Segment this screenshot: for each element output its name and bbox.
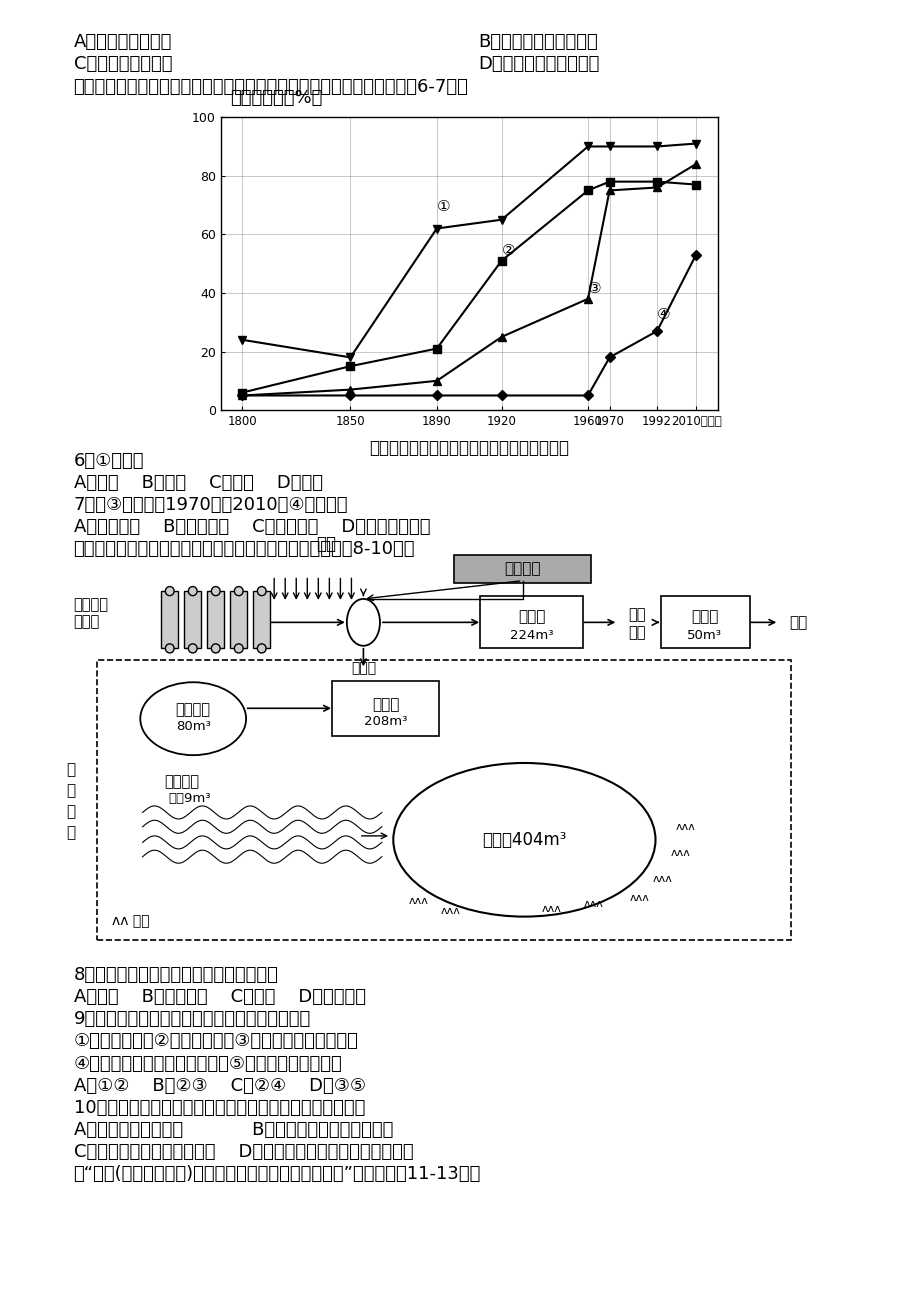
FancyBboxPatch shape [332,681,438,736]
FancyBboxPatch shape [253,591,270,648]
Ellipse shape [211,586,220,596]
Text: ④: ④ [656,307,670,322]
Text: 208m³: 208m³ [363,715,407,728]
Text: 清水池: 清水池 [690,609,718,625]
Text: A．改善了城市环境: A．改善了城市环境 [74,33,172,51]
Text: 区域雨水: 区域雨水 [74,596,108,612]
FancyBboxPatch shape [480,596,583,648]
Ellipse shape [188,586,197,596]
Text: 人工景观: 人工景观 [164,773,199,789]
Text: 读“北美(美国和加拿大)小麦和玉米主要产区分布示意图”，完成下面11-13题。: 读“北美(美国和加拿大)小麦和玉米主要产区分布示意图”，完成下面11-13题。 [74,1165,481,1184]
Ellipse shape [234,586,243,596]
Text: ①: ① [437,199,450,214]
Text: ②: ② [501,242,515,258]
Text: ʌʌʌ: ʌʌʌ [629,893,649,904]
Text: 沉淀池: 沉淀池 [371,697,399,712]
Text: 降雨: 降雨 [316,535,336,553]
Text: ①增强热岛效应②减轻城市内涝③有效控制雨水径流污染: ①增强热岛效应②减轻城市内涝③有效控制雨水径流污染 [74,1032,358,1051]
Text: 分流井: 分流井 [350,661,376,676]
Text: 10．该系统未能在我国吐鲁番市得到普及使用的主要原因是: 10．该系统未能在我国吐鲁番市得到普及使用的主要原因是 [74,1099,365,1117]
Text: ʌʌʌ: ʌʌʌ [670,848,690,858]
FancyBboxPatch shape [96,660,790,940]
Text: 回用: 回用 [789,615,807,630]
Ellipse shape [188,643,197,654]
FancyBboxPatch shape [184,591,201,648]
Ellipse shape [165,586,174,596]
Text: ʌʌ 植被: ʌʌ 植被 [112,914,150,928]
Text: 50m³: 50m³ [686,629,721,642]
Text: ③: ③ [587,281,601,296]
Text: A．投资大，成本过高            B．雨水污染严重，无法利用: A．投资大，成本过高 B．雨水污染严重，无法利用 [74,1121,392,1139]
Text: ʌʌʌ: ʌʌʌ [583,898,603,909]
Text: 7．与③国相比，1970年～2010年④国城市化: 7．与③国相比，1970年～2010年④国城市化 [74,496,347,514]
Text: 8．该收集系统影响最明显的水循环环节是: 8．该收集系统影响最明显的水循环环节是 [74,966,278,984]
Text: C．分担了城市职能: C．分担了城市职能 [74,55,172,73]
Text: 处理: 处理 [627,625,645,641]
Text: 下图为中、美、英、日城镇人口在总人口所占百分比例图。据此完成下面6-7题。: 下图为中、美、英、日城镇人口在总人口所占百分比例图。据此完成下面6-7题。 [74,78,468,96]
Text: A．起步更早    B．速度更快    C．水平更高    D．出现逆城市化: A．起步更早 B．速度更快 C．水平更高 D．出现逆城市化 [74,518,430,536]
Text: ʌʌʌ: ʌʌʌ [541,904,562,914]
FancyBboxPatch shape [230,591,247,648]
Circle shape [346,599,380,646]
Text: C．技术要求高，施工难度大    D．气候干旱，降水少，利用效率低: C．技术要求高，施工难度大 D．气候干旱，降水少，利用效率低 [74,1143,413,1161]
Text: ʌʌʌ: ʌʌʌ [652,874,672,884]
Ellipse shape [165,643,174,654]
Text: 6．①可能是: 6．①可能是 [74,452,144,470]
Text: 224m³: 224m³ [509,629,553,642]
Text: 80m³: 80m³ [176,720,210,733]
FancyBboxPatch shape [207,591,224,648]
Text: 市政管道: 市政管道 [504,561,540,577]
Text: ʌʌʌ: ʌʌʌ [675,822,695,832]
Text: ④提供工业用水和城市生活用水⑤加重城市土壤盐渍化: ④提供工业用水和城市生活用水⑤加重城市土壤盐渍化 [74,1055,342,1073]
FancyBboxPatch shape [453,555,590,583]
Ellipse shape [257,643,266,654]
Ellipse shape [211,643,220,654]
Text: A．中国    B．美国    C．英国    D．日本: A．中国 B．美国 C．英国 D．日本 [74,474,323,492]
Ellipse shape [393,763,654,917]
Text: 活
水
公
园: 活 水 公 园 [66,762,75,840]
Text: A．①②    B．②③    C．②④    D．③⑤: A．①② B．②③ C．②④ D．③⑤ [74,1077,365,1095]
Text: B．使城市热岛效应增强: B．使城市热岛效应增强 [478,33,597,51]
FancyBboxPatch shape [161,591,178,648]
Text: 净化: 净化 [627,607,645,622]
Text: 9．关于活水公园对城市环境的影响叙述正确的是: 9．关于活水公园对城市环境的影响叙述正确的是 [74,1010,311,1029]
Text: 中、美、英、日城镇人口在总人口所占百分比: 中、美、英、日城镇人口在总人口所占百分比 [369,439,569,457]
Ellipse shape [257,586,266,596]
Text: 下图为某城市活水公园雨水收集系统示意图，读图完成下面8-10题。: 下图为某城市活水公园雨水收集系统示意图，读图完成下面8-10题。 [74,540,414,559]
Ellipse shape [140,682,246,755]
FancyBboxPatch shape [660,596,749,648]
Text: ʌʌʌ: ʌʌʌ [408,896,428,906]
Text: A．蒸发    B．水汽输送    C．降水    D．地表径流: A．蒸发 B．水汽输送 C．降水 D．地表径流 [74,988,365,1006]
Text: 城市化水平（%）: 城市化水平（%） [230,89,322,107]
Text: 景观鱼眼: 景观鱼眼 [176,702,210,717]
Text: ʌʌʌ: ʌʌʌ [440,906,460,917]
Text: 收集井: 收集井 [74,613,100,629]
Ellipse shape [234,643,243,654]
Text: D．使城市湿地功能增强: D．使城市湿地功能增强 [478,55,599,73]
Text: 调蓄池: 调蓄池 [517,609,545,625]
Text: 荷花池404m³: 荷花池404m³ [482,831,566,849]
Text: 小溪9m³: 小溪9m³ [168,792,210,805]
